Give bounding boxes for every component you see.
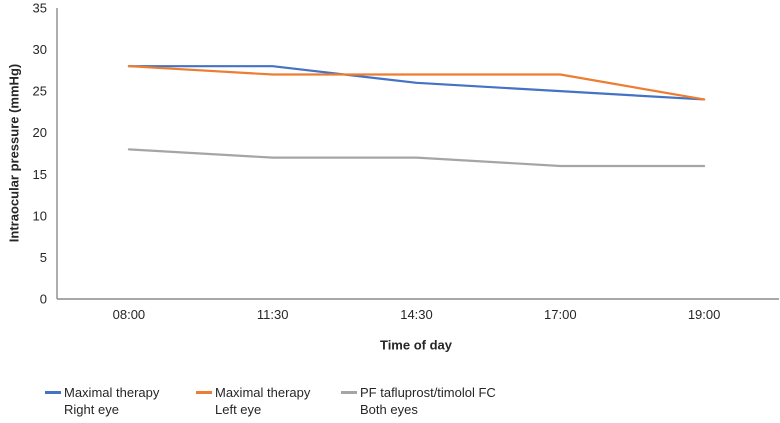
series-line-1 xyxy=(127,65,706,101)
y-tick-label: 15 xyxy=(33,167,47,182)
x-tick-label: 19:00 xyxy=(688,307,721,322)
legend-label-line1: Maximal therapy xyxy=(215,385,311,400)
legend-label-line2: Left eye xyxy=(215,402,262,417)
legend: Maximal therapy Right eye Maximal therap… xyxy=(0,384,780,420)
y-tick-label: 35 xyxy=(33,1,47,16)
y-tick-label: 0 xyxy=(40,292,47,307)
legend-line-marker-gray xyxy=(341,391,357,394)
legend-item-maximal-therapy-right-eye: Maximal therapy Right eye xyxy=(45,384,159,418)
legend-line-marker-blue xyxy=(45,391,61,394)
legend-label-line2: Right eye xyxy=(64,402,119,417)
y-tick-label: 10 xyxy=(33,208,47,223)
legend-label-line1: PF tafluprost/timolol FC xyxy=(360,385,496,400)
legend-item-pf-tafluprost-timolol-both-eyes: PF tafluprost/timolol FC Both eyes xyxy=(341,384,496,418)
y-axis-title: Intraocular pressure (mmHg) xyxy=(6,63,22,243)
y-tick-label: 30 xyxy=(33,42,47,57)
legend-item-maximal-therapy-left-eye: Maximal therapy Left eye xyxy=(196,384,310,418)
y-tick-label: 5 xyxy=(40,250,47,265)
legend-label-line1: Maximal therapy xyxy=(64,385,160,400)
x-tick-label: 14:30 xyxy=(400,307,433,322)
series-line-2 xyxy=(127,148,706,168)
series-line-0 xyxy=(127,65,706,101)
x-tick-label: 17:00 xyxy=(544,307,577,322)
x-axis-title: Time of day xyxy=(379,337,453,353)
legend-label-line2: Both eyes xyxy=(360,402,418,417)
x-tick-label: 11:30 xyxy=(257,307,289,322)
y-tick-label: 25 xyxy=(33,84,47,99)
legend-line-marker-orange xyxy=(196,391,212,394)
x-tick-label: 08:00 xyxy=(113,307,146,322)
y-tick-label: 20 xyxy=(33,125,47,140)
